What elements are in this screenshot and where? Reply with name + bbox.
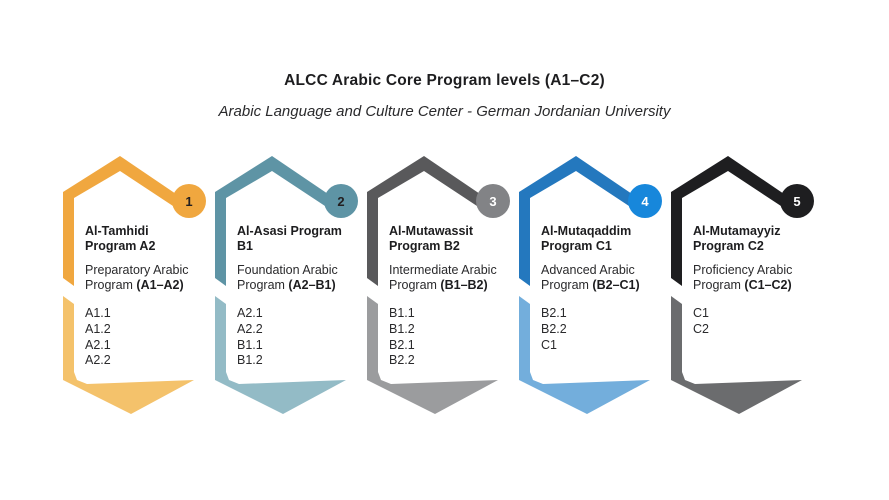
hexagon-arrow-shape (519, 156, 650, 414)
hexagon-top-band (671, 156, 787, 286)
program-levels: C1 C2 (693, 306, 806, 338)
level-item: A1.2 (85, 321, 111, 336)
step-number-badge: 1 (172, 184, 206, 218)
program-levels: B2.1 B2.2 C1 (541, 306, 654, 353)
level-item: B2.1 (541, 306, 567, 320)
hexagon-top-band (367, 156, 483, 286)
hexagon-bottom-arrow (63, 296, 194, 414)
card-text: Al-Asasi Program B1 Foundation Arabic Pr… (237, 224, 350, 369)
program-title: Al-Tamhidi Program A2 (85, 224, 156, 253)
program-card-3: 3 Al-Mutawassit Program B2 Intermediate … (367, 152, 510, 422)
program-card-4: 4 Al-Mutaqaddim Program C1 Advanced Arab… (519, 152, 662, 422)
program-levels: A1.1 A1.2 A2.1 A2.2 (85, 306, 198, 369)
hexagon-bottom-arrow (367, 296, 498, 414)
level-item: B1.1 (389, 306, 415, 320)
hexagon-top-band (215, 156, 331, 286)
program-description: Preparatory Arabic Program (A1–A2) (85, 263, 189, 292)
level-item: A2.2 (237, 321, 263, 336)
header: ALCC Arabic Core Program levels (A1–C2) … (0, 72, 889, 120)
program-description: Foundation Arabic Program (A2–B1) (237, 263, 338, 292)
level-item: C1 (541, 337, 557, 352)
level-item: B2.2 (541, 321, 567, 336)
program-description: Intermediate Arabic Program (B1–B2) (389, 263, 497, 292)
page-title: ALCC Arabic Core Program levels (A1–C2) (284, 72, 605, 89)
step-number-badge: 4 (628, 184, 662, 218)
hexagon-arrow-shape (215, 156, 346, 414)
program-title: Al-Mutawassit Program B2 (389, 224, 474, 253)
program-levels: A2.1 A2.2 B1.1 B1.2 (237, 306, 350, 369)
step-number-badge: 2 (324, 184, 358, 218)
level-item: B1.2 (389, 321, 415, 336)
hexagon-arrow-shape (671, 156, 802, 414)
card-text: Al-Tamhidi Program A2 Preparatory Arabic… (85, 224, 198, 369)
program-title: Al-Asasi Program B1 (237, 224, 342, 253)
level-item: A2.1 (85, 337, 111, 352)
program-card-2: 2 Al-Asasi Program B1 Foundation Arabic … (215, 152, 358, 422)
card-text: Al-Mutamayyiz Program C2 Proficiency Ara… (693, 224, 806, 338)
program-title: Al-Mutaqaddim Program C1 (541, 224, 632, 253)
card-text: Al-Mutawassit Program B2 Intermediate Ar… (389, 224, 502, 369)
level-item: B1.2 (237, 353, 263, 368)
program-description: Proficiency Arabic Program (C1–C2) (693, 263, 793, 292)
program-levels: B1.1 B1.2 B2.1 B2.2 (389, 306, 502, 369)
program-description: Advanced Arabic Program (B2–C1) (541, 263, 640, 292)
level-item: A2.2 (85, 353, 111, 368)
hexagon-arrow-shape (63, 156, 194, 414)
program-range: (B1–B2) (440, 278, 488, 292)
level-item: B2.2 (389, 353, 415, 368)
page-subtitle: Arabic Language and Culture Center - Ger… (218, 103, 671, 120)
program-card-5: 5 Al-Mutamayyiz Program C2 Proficiency A… (671, 152, 814, 422)
hexagon-bottom-arrow (671, 296, 802, 414)
hexagon-top-band (63, 156, 179, 286)
level-item: C2 (693, 321, 709, 336)
program-range: (A1–A2) (136, 278, 184, 292)
program-range: (C1–C2) (744, 278, 792, 292)
program-cards-row: 1 Al-Tamhidi Program A2 Preparatory Arab… (63, 152, 814, 422)
hexagon-bottom-arrow (519, 296, 650, 414)
program-range: (B2–C1) (592, 278, 640, 292)
level-item: A1.1 (85, 306, 111, 320)
program-card-1: 1 Al-Tamhidi Program A2 Preparatory Arab… (63, 152, 206, 422)
hexagon-top-band (519, 156, 635, 286)
step-number-badge: 3 (476, 184, 510, 218)
level-item: B1.1 (237, 337, 263, 352)
hexagon-arrow-shape (367, 156, 498, 414)
level-item: B2.1 (389, 337, 415, 352)
program-title: Al-Mutamayyiz Program C2 (693, 224, 781, 253)
program-range: (A2–B1) (288, 278, 336, 292)
hexagon-bottom-arrow (215, 296, 346, 414)
level-item: C1 (693, 306, 709, 320)
step-number-badge: 5 (780, 184, 814, 218)
level-item: A2.1 (237, 306, 263, 320)
card-text: Al-Mutaqaddim Program C1 Advanced Arabic… (541, 224, 654, 353)
